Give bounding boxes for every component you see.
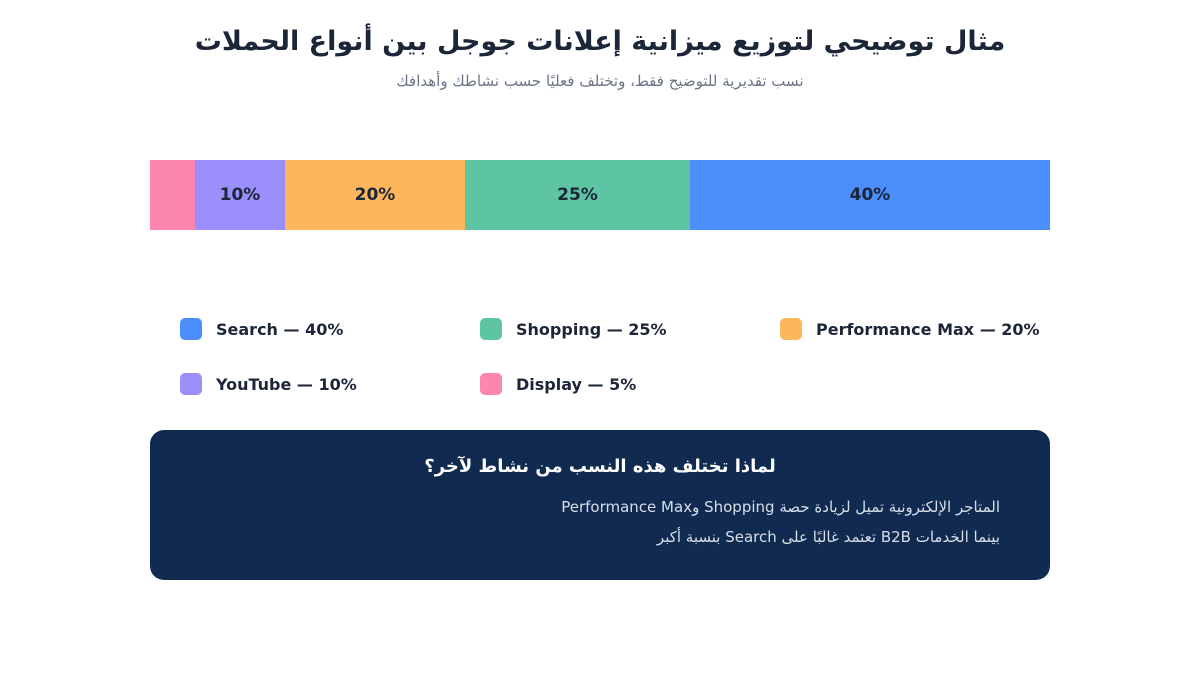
explanation-line-1: المتاجر الإلكترونية تميل لزيادة حصة Shop… [561, 498, 1000, 516]
legend-item: YouTube — 10% [180, 373, 357, 395]
chart-title: مثال توضيحي لتوزيع ميزانية إعلانات جوجل … [194, 26, 1006, 57]
bar-segment-label: 40% [849, 185, 891, 205]
bar-segment-shopping: 25% [465, 160, 690, 230]
legend-swatch [180, 373, 202, 395]
bar-segment-performance-max: 20% [285, 160, 465, 230]
legend-label: Performance Max — 20% [816, 319, 1040, 339]
legend-swatch [780, 318, 802, 340]
legend-label: Search — 40% [216, 319, 344, 339]
bar-segment-youtube: 10% [195, 160, 285, 230]
legend-label: Display — 5% [516, 374, 637, 394]
bar-segment-display [150, 160, 195, 230]
legend-swatch [180, 318, 202, 340]
explanation-card: لماذا تختلف هذه النسب من نشاط لآخر؟ المت… [150, 430, 1050, 580]
legend-label: Shopping — 25% [516, 319, 667, 339]
explanation-line-2: بينما الخدمات B2B تعتمد غالبًا على Searc… [656, 528, 1000, 546]
chart-subtitle: نسب تقديرية للتوضيح فقط، وتختلف فعليًا ح… [396, 72, 804, 90]
legend-item: Shopping — 25% [480, 318, 667, 340]
bar-segment-label: 10% [219, 185, 261, 205]
stacked-bar: 10% 20% 25% 40% [150, 160, 1050, 230]
legend-swatch [480, 318, 502, 340]
legend-swatch [480, 373, 502, 395]
legend-label: YouTube — 10% [216, 374, 357, 394]
explanation-title: لماذا تختلف هذه النسب من نشاط لآخر؟ [424, 456, 776, 477]
legend-item: Display — 5% [480, 373, 636, 395]
bar-segment-search: 40% [690, 160, 1050, 230]
bar-segment-label: 20% [354, 185, 396, 205]
legend-item: Search — 40% [180, 318, 343, 340]
legend-item: Performance Max — 20% [780, 318, 1040, 340]
bar-segment-label: 25% [557, 185, 598, 205]
